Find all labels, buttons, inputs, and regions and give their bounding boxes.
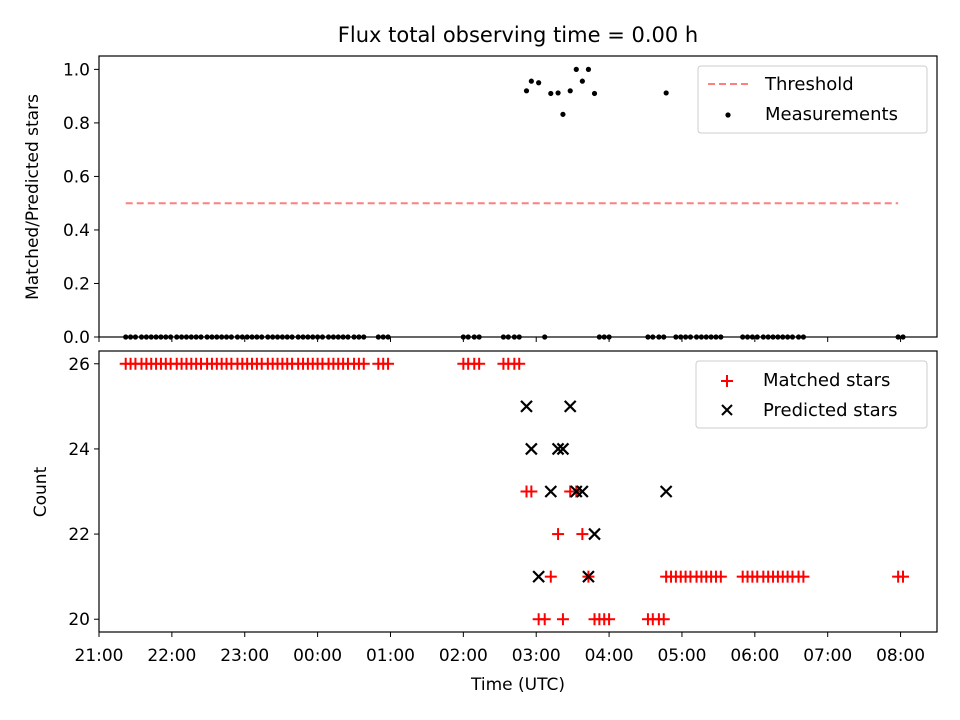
measurements-series <box>123 66 906 340</box>
x-tick-label: 06:00 <box>730 646 779 666</box>
measurement-point <box>663 90 669 96</box>
matched-star-point <box>525 485 538 498</box>
predicted-star-point <box>556 442 570 456</box>
measurement-point <box>591 90 598 97</box>
predicted-star-point <box>551 442 565 456</box>
measurement-point <box>579 78 585 84</box>
measurement-point <box>555 90 561 96</box>
bottom-plot-frame <box>98 350 938 633</box>
matched-star-point <box>382 357 395 370</box>
predicted-star-point <box>525 442 538 456</box>
x-tick-label: 05:00 <box>657 646 706 666</box>
top-y-tick-label: 0.4 <box>63 221 90 241</box>
predicted-star-point <box>582 570 595 583</box>
bottom-legend: Matched stars Predicted stars <box>695 360 928 429</box>
predicted-star-point <box>659 485 673 498</box>
matched-star-point <box>657 613 670 626</box>
measurement-point <box>548 90 554 97</box>
matched-star-point <box>544 570 557 583</box>
predicted-star-point <box>532 570 545 583</box>
measurement-point <box>567 88 573 94</box>
measurements-legend-label: Measurements <box>765 104 898 125</box>
matched-star-point <box>797 570 810 583</box>
top-y-axis-label: Matched/Predicted stars <box>23 94 43 300</box>
bottom-legend-box <box>695 360 928 429</box>
x-tick-label: 22:00 <box>147 646 196 666</box>
top-plot-frame <box>98 55 938 338</box>
top-y-tick-label: 0.8 <box>63 114 90 134</box>
matched-star-point <box>556 613 569 626</box>
matched-star-point <box>714 570 727 583</box>
measurement-point <box>528 78 534 84</box>
x-tick-label: 08:00 <box>876 646 925 666</box>
measurement-point <box>536 80 542 86</box>
top-ticks: 0.0 0.2 0.4 0.6 0.8 1.0 <box>63 60 902 348</box>
matched-star-point <box>513 357 526 370</box>
matched-stars-series <box>119 357 909 626</box>
bottom-y-axis-label: Count <box>31 466 51 517</box>
measurement-point <box>523 88 530 94</box>
x-axis-label: Time (UTC) <box>470 675 565 695</box>
predicted-star-point <box>563 400 577 413</box>
bottom-y-tick-label: 22 <box>68 525 90 545</box>
x-tick-label: 02:00 <box>439 646 488 666</box>
x-tick-label: 00:00 <box>293 646 342 666</box>
bottom-panel: 20 22 24 26 21:00 22:00 23:00 00:00 01:00 02:00 03… <box>31 350 938 695</box>
top-y-tick-label: 1.0 <box>63 60 90 80</box>
matched-star-point <box>576 528 589 541</box>
matched-star-point <box>357 357 370 370</box>
predicted-star-point <box>576 485 589 498</box>
predicted-star-point <box>520 400 533 413</box>
threshold-legend-label: Threshold <box>764 74 854 95</box>
matched-star-point <box>603 613 616 626</box>
measurement-point <box>573 66 579 72</box>
x-tick-label: 03:00 <box>512 646 561 666</box>
x-tick-label: 23:00 <box>220 646 269 666</box>
predicted-star-point <box>588 527 601 541</box>
bottom-y-tick-label: 20 <box>68 610 90 630</box>
bottom-y-tick-label: 26 <box>68 355 90 375</box>
x-tick-label: 01:00 <box>366 646 415 666</box>
top-legend: Threshold Measurements <box>697 65 928 134</box>
predicted-star-point <box>544 485 558 498</box>
matched-star-point <box>552 528 565 541</box>
top-panel: 0.0 0.2 0.4 0.6 0.8 1.0 Matched/Predicted sta… <box>23 55 938 348</box>
matched-star-point <box>896 570 909 583</box>
x-tick-label: 21:00 <box>75 646 124 666</box>
predicted-legend-swatch <box>721 404 733 416</box>
bottom-ticks: 20 22 24 26 21:00 22:00 23:00 00:00 01:00 02:00 03… <box>68 355 925 666</box>
x-tick-label: 04:00 <box>585 646 634 666</box>
matched-legend-label: Matched stars <box>763 370 890 391</box>
measurement-point <box>560 111 566 117</box>
top-legend-box <box>697 65 928 134</box>
matched-legend-swatch <box>721 375 733 387</box>
matched-star-point <box>473 357 486 370</box>
measurements-legend-swatch <box>725 112 731 118</box>
figure-title: Flux total observing time = 0.00 h <box>338 23 698 47</box>
bottom-y-tick-label: 24 <box>68 440 90 460</box>
x-tick-label: 07:00 <box>803 646 852 666</box>
top-y-tick-label: 0.6 <box>63 167 90 187</box>
predicted-stars-series <box>520 400 673 583</box>
predicted-legend-label: Predicted stars <box>763 400 897 421</box>
matched-star-point <box>538 613 551 626</box>
measurement-point <box>585 66 592 72</box>
top-y-tick-label: 0.2 <box>63 274 90 294</box>
top-y-tick-label: 0.0 <box>63 328 90 348</box>
